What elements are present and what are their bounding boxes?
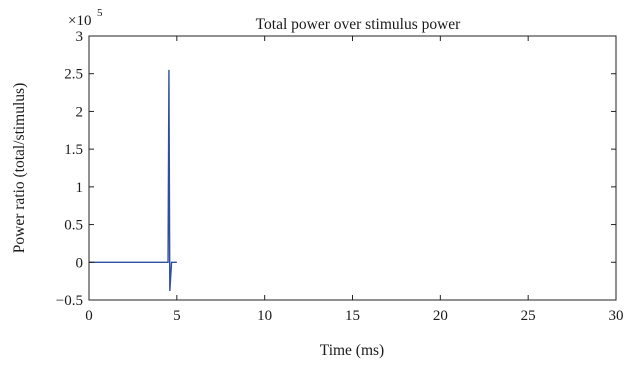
x-tick-label: 10 [257,308,272,324]
plot-area [89,69,177,291]
x-axis-label: Time (ms) [320,342,384,359]
y-axis-label: Power ratio (total/stimulus) [11,83,28,253]
x-tick-label: 5 [173,308,181,324]
y-tick-label: 1 [76,180,84,196]
x-tick-label: 20 [433,308,448,324]
series-layer [89,69,177,291]
chart-title: Total power over stimulus power [256,16,462,33]
x-tick-label: 0 [85,308,93,324]
y-tick-label: 2.5 [64,67,83,83]
y-exponent-base: ×10 [68,13,91,29]
series-line [89,69,177,291]
x-tick-label: 30 [609,308,624,324]
y-axis: −0.5 0 0.5 1 1.5 2 2.5 3 [56,29,616,309]
y-tick-label: −0.5 [56,293,83,309]
y-tick-label: 1.5 [64,142,83,158]
y-tick-label: 0.5 [64,218,83,234]
x-tick-label: 15 [345,308,360,324]
y-tick-label: 3 [76,29,84,45]
y-tick-label: 0 [76,255,84,271]
x-axis: 0 5 10 15 20 25 30 [85,36,624,324]
x-tick-label: 25 [521,308,536,324]
y-exponent: ×10 5 [68,7,103,29]
y-tick-label: 2 [76,104,84,120]
y-exponent-power: 5 [97,7,103,19]
